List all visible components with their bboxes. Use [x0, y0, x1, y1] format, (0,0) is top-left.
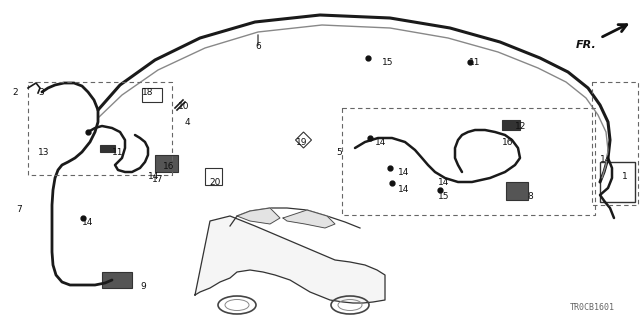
Text: 13: 13 [38, 148, 49, 157]
Bar [100, 145, 115, 152]
Text: 14: 14 [375, 138, 387, 147]
Text: 1: 1 [622, 172, 628, 181]
Text: 4: 4 [185, 118, 191, 127]
Text: TR0CB1601: TR0CB1601 [570, 303, 615, 312]
Text: 15: 15 [382, 58, 394, 67]
Text: 14: 14 [148, 172, 159, 181]
Text: 5: 5 [336, 148, 342, 157]
Text: 14: 14 [398, 168, 410, 177]
Polygon shape [283, 210, 335, 228]
Text: 11: 11 [112, 148, 124, 157]
Text: 14: 14 [600, 155, 611, 164]
Text: 9: 9 [140, 282, 146, 291]
Text: 10: 10 [178, 102, 189, 111]
Text: 14: 14 [82, 218, 93, 227]
Bar [502, 120, 520, 130]
Text: 19: 19 [296, 138, 308, 147]
Text: 20: 20 [209, 178, 221, 187]
Text: 6: 6 [255, 42, 261, 51]
Bar [600, 162, 635, 202]
Text: 15: 15 [438, 192, 449, 201]
Polygon shape [237, 208, 280, 224]
Text: 18: 18 [142, 88, 154, 97]
Bar [205, 168, 222, 185]
Text: 17: 17 [152, 175, 163, 184]
Text: 14: 14 [398, 185, 410, 194]
Text: 14: 14 [438, 178, 449, 187]
Text: 3: 3 [38, 88, 44, 97]
Bar [102, 272, 132, 288]
Polygon shape [195, 216, 385, 303]
Bar [155, 155, 178, 172]
Bar [506, 182, 528, 200]
Text: 8: 8 [527, 192, 532, 201]
Text: 2: 2 [12, 88, 18, 97]
Text: 11: 11 [469, 58, 481, 67]
Text: 16: 16 [502, 138, 513, 147]
Text: 12: 12 [515, 122, 526, 131]
Bar [142, 88, 162, 102]
Text: FR.: FR. [576, 40, 597, 50]
Text: 7: 7 [16, 205, 22, 214]
Text: 16: 16 [163, 162, 175, 171]
